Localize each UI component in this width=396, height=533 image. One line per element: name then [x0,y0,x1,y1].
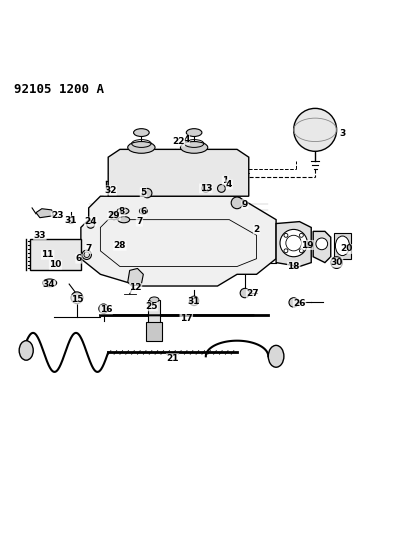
Ellipse shape [133,128,149,136]
Text: 7: 7 [136,217,143,226]
Polygon shape [36,209,53,217]
Text: 24: 24 [84,217,97,226]
Circle shape [299,233,303,237]
Text: 33: 33 [34,231,46,240]
Circle shape [284,233,288,237]
Ellipse shape [128,142,155,154]
Text: 11: 11 [42,251,54,259]
FancyBboxPatch shape [147,322,162,341]
Text: 4: 4 [183,135,189,144]
Ellipse shape [150,297,159,302]
Ellipse shape [117,208,129,214]
Ellipse shape [181,142,208,154]
Polygon shape [108,149,249,196]
Circle shape [110,212,118,220]
Text: 6: 6 [76,254,82,263]
Text: 10: 10 [49,260,62,269]
Circle shape [299,249,303,253]
Text: 26: 26 [293,298,306,308]
Text: 17: 17 [180,313,192,322]
Ellipse shape [268,345,284,367]
Circle shape [284,249,288,253]
Polygon shape [30,239,81,270]
Circle shape [87,221,95,228]
Text: 15: 15 [71,295,83,304]
Circle shape [294,108,337,151]
Ellipse shape [139,208,147,214]
Ellipse shape [43,279,57,287]
Circle shape [82,250,91,260]
Text: 27: 27 [246,289,259,298]
Text: 8: 8 [119,207,125,216]
Text: 1: 1 [222,176,228,185]
Text: 3: 3 [339,129,346,138]
Circle shape [99,304,108,313]
Ellipse shape [19,341,33,360]
Circle shape [280,229,307,257]
Polygon shape [81,196,276,286]
Circle shape [231,197,243,209]
Text: 9: 9 [242,199,248,208]
Text: 13: 13 [200,184,212,193]
Text: 92105 1200 A: 92105 1200 A [15,83,105,96]
Circle shape [316,238,327,250]
Text: 16: 16 [100,305,112,314]
Text: 31: 31 [188,297,200,306]
Circle shape [217,184,225,192]
Text: 5: 5 [140,188,147,197]
Circle shape [71,292,83,304]
Circle shape [202,184,210,192]
Text: 21: 21 [166,354,179,363]
Text: 20: 20 [340,245,352,253]
Polygon shape [128,269,143,286]
Text: 30: 30 [330,258,343,267]
Text: 31: 31 [65,216,77,225]
Text: 6: 6 [140,207,147,216]
FancyBboxPatch shape [148,300,160,323]
Text: 25: 25 [145,302,157,311]
Polygon shape [276,222,311,266]
Text: 32: 32 [104,186,116,195]
Text: 22: 22 [172,137,185,146]
Text: 12: 12 [129,284,142,293]
Text: 34: 34 [42,280,55,289]
Circle shape [331,257,343,269]
Circle shape [143,188,152,198]
Ellipse shape [186,128,202,136]
Text: 18: 18 [287,262,300,271]
Polygon shape [313,231,331,263]
Ellipse shape [335,236,350,255]
Text: 19: 19 [301,240,314,249]
Text: 28: 28 [114,241,126,251]
Text: 23: 23 [51,211,64,220]
Text: 7: 7 [86,245,92,253]
Text: 29: 29 [108,211,120,220]
Ellipse shape [118,216,129,223]
Circle shape [68,217,74,223]
Circle shape [189,296,199,305]
Circle shape [289,298,298,307]
FancyBboxPatch shape [334,233,351,259]
Text: 4: 4 [226,180,232,189]
Circle shape [240,288,249,298]
Text: 2: 2 [253,225,260,234]
